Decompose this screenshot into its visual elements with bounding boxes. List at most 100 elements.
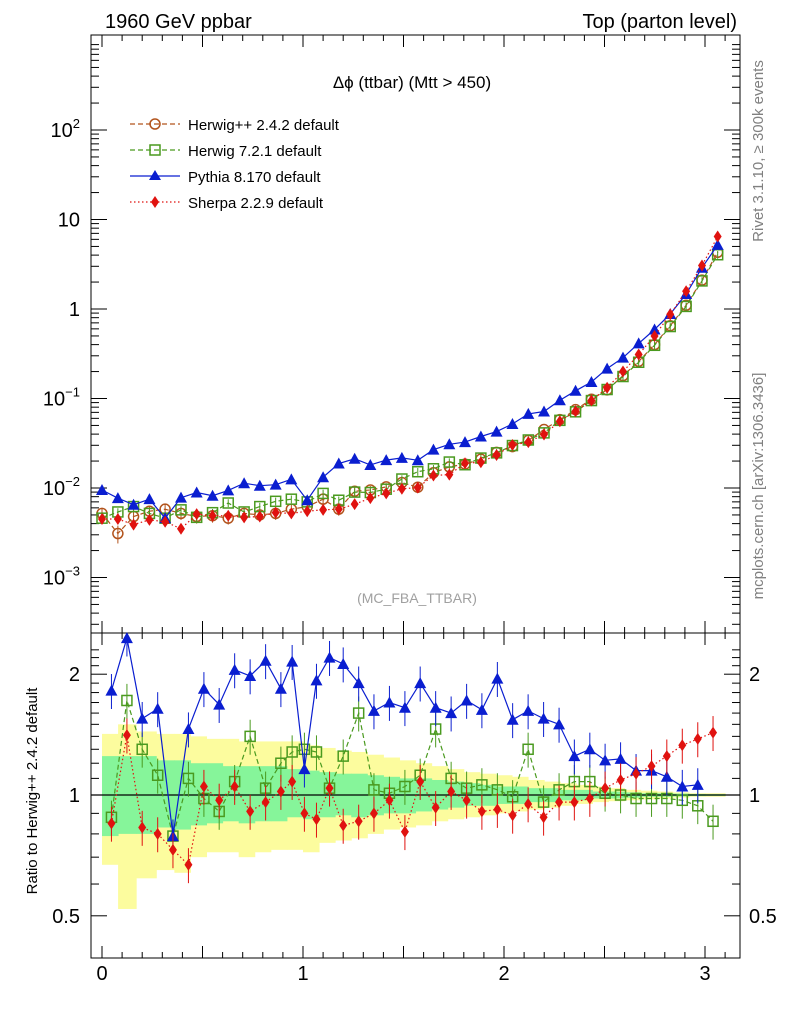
ratio-point (312, 813, 321, 826)
ratio-point (632, 767, 641, 780)
ratio-point (414, 677, 427, 689)
main-point (319, 503, 328, 516)
legend: Herwig++ 2.4.2 default Herwig 7.2.1 defa… (130, 117, 340, 212)
ratio-point (275, 757, 287, 769)
ratio-point (614, 752, 627, 764)
main-point (632, 337, 645, 349)
main-point (271, 506, 280, 519)
main-point (666, 308, 675, 321)
main-point (492, 448, 501, 461)
main-point (682, 285, 691, 298)
ratio-point (447, 785, 456, 798)
main-point (143, 493, 156, 505)
main-point (476, 456, 485, 469)
main-point (206, 489, 219, 501)
main-point (161, 515, 170, 528)
ratio-point (197, 682, 210, 694)
ratio-point (431, 801, 440, 814)
main-point (364, 458, 377, 470)
ratio-point (537, 712, 550, 724)
main-point (427, 443, 440, 455)
ratio-point (215, 794, 224, 807)
y-tick-label: 1 (69, 299, 80, 321)
ratio-point (151, 769, 164, 781)
main-point (112, 527, 124, 540)
y-tick-label: 10−3 (43, 564, 80, 590)
main-point (711, 238, 724, 250)
ratio-point (630, 792, 642, 805)
main-point (395, 451, 408, 463)
y-tick-label: 1 (749, 785, 760, 807)
main-point (411, 454, 424, 466)
main-point (461, 457, 470, 470)
main-point (332, 457, 345, 469)
main-point (506, 417, 519, 429)
y-tick-label: 2 (749, 664, 760, 686)
ratio-point (709, 726, 718, 739)
main-point (255, 510, 264, 523)
ratio-point (445, 707, 458, 719)
main-line-2 (101, 244, 719, 520)
main-point (412, 465, 424, 478)
main-point (303, 505, 312, 518)
main-point (301, 494, 314, 506)
ratio-point (491, 672, 504, 684)
main-point (192, 508, 201, 521)
main-point (317, 487, 329, 500)
main-point (174, 491, 187, 503)
y-tick-label: 10 (58, 210, 80, 232)
main-line-3 (102, 236, 719, 530)
y-tick-label: 0.5 (749, 906, 777, 928)
ratio-point (399, 780, 411, 793)
main-point (664, 320, 676, 333)
ratio-point (691, 778, 704, 790)
main-point (397, 482, 406, 495)
main-point (490, 425, 503, 437)
y-tick-label: 0.5 (52, 906, 80, 928)
ratio-point (662, 750, 671, 763)
main-point (240, 511, 249, 524)
ratio-point (259, 654, 272, 666)
watermark: (MC_FBA_TTBAR) (357, 590, 477, 606)
main-point (382, 487, 391, 500)
main-point (508, 439, 517, 452)
main-point (569, 384, 582, 396)
ratio-point (354, 815, 363, 828)
ratio-point (230, 780, 239, 793)
main-point (601, 362, 614, 374)
ratio-line-2 (110, 732, 714, 867)
ratio-point (213, 698, 226, 710)
ratio-series (105, 632, 719, 884)
x-tick-label: 0 (96, 963, 107, 985)
main-point (269, 495, 282, 508)
legend-label-pythia: Pythia 8.170 default (188, 169, 321, 186)
ratio-point (493, 803, 502, 816)
rivet-label: Rivet 3.1.10, ≥ 300k events (750, 60, 767, 242)
ratio-point (707, 815, 719, 828)
ratio-point (274, 682, 287, 694)
ratio-point (120, 632, 133, 644)
main-point (145, 513, 154, 526)
ratio-point (107, 817, 116, 830)
main-point (127, 498, 140, 510)
ratio-point (153, 827, 162, 840)
main-point (524, 436, 533, 449)
ratio-point (369, 807, 378, 820)
x-tick-label: 3 (699, 963, 710, 985)
legend-entry-sherpa: Sherpa 2.2.9 default (130, 195, 324, 212)
ratio-point (138, 821, 147, 834)
ratio-point (508, 809, 517, 822)
ratio-point (325, 782, 334, 795)
ratio-point (678, 739, 687, 752)
ratio-ylabel: Ratio to Herwig++ 2.4.2 default (24, 687, 41, 895)
main-point (317, 471, 330, 483)
ratio-point (524, 797, 533, 810)
ratio-point (599, 754, 612, 766)
main-point (443, 456, 456, 468)
main-point (616, 351, 629, 363)
legend-label-herwigpp: Herwig++ 2.4.2 default (188, 117, 340, 134)
y-tick-label: 102 (51, 116, 80, 142)
ratio-point (645, 792, 658, 805)
ratio-point (105, 684, 118, 696)
